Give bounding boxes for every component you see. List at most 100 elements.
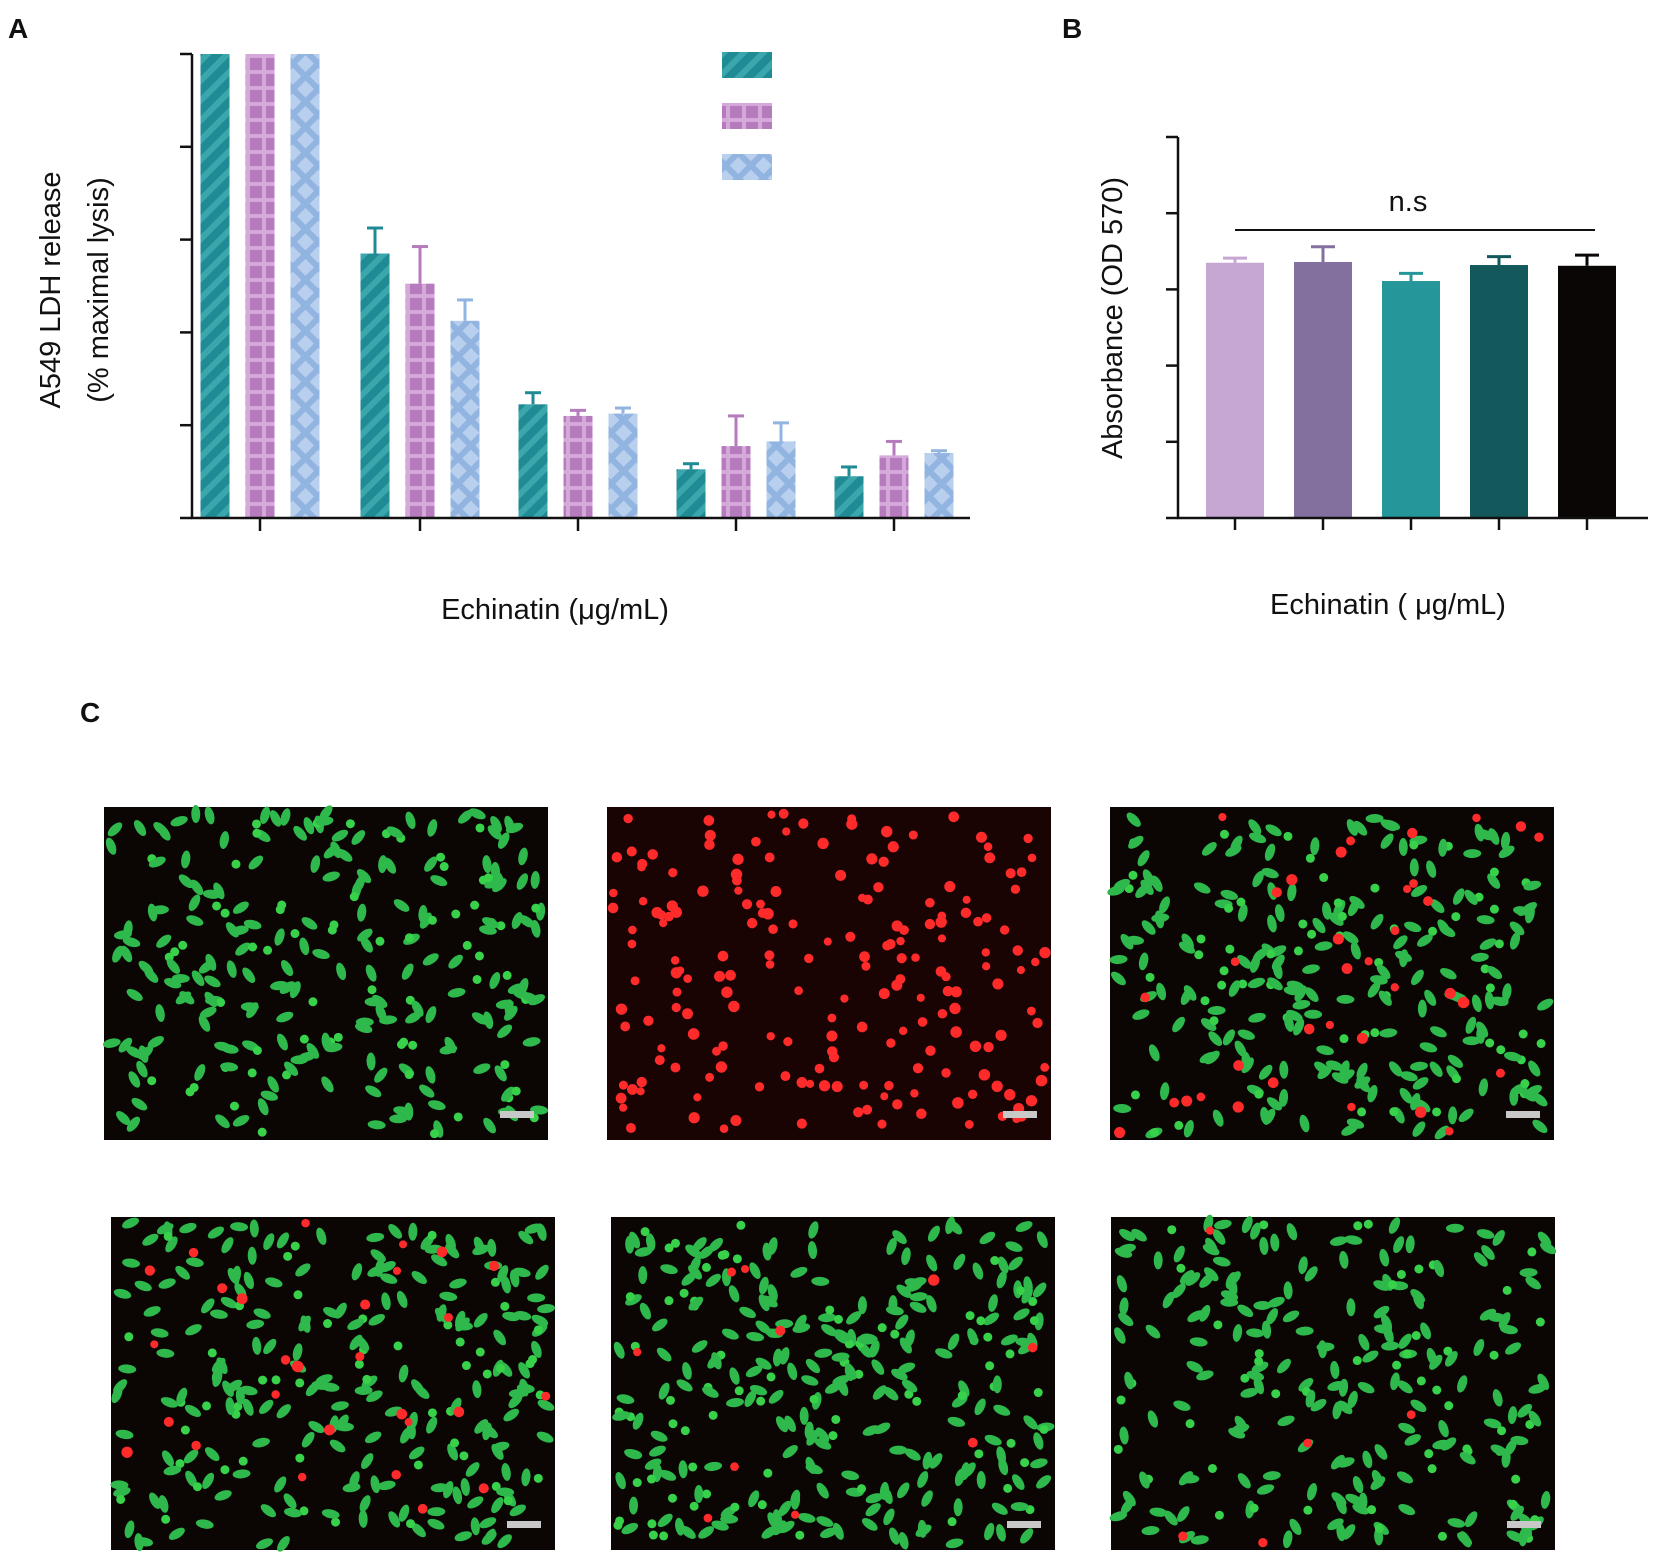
live-cell	[354, 875, 366, 893]
dead-cell	[981, 913, 992, 923]
live-cell	[1141, 920, 1156, 935]
live-cell	[1476, 915, 1495, 925]
live-cell	[639, 1302, 651, 1320]
live-cell	[1458, 1108, 1474, 1123]
dead-cell	[796, 1077, 808, 1088]
live-cell	[1010, 1502, 1029, 1512]
live-cell	[1181, 933, 1194, 950]
live-cell	[289, 981, 301, 999]
live-cell	[156, 1223, 174, 1235]
live-cell	[175, 1459, 185, 1469]
live-cell	[1473, 1252, 1488, 1267]
live-cell	[351, 1263, 363, 1281]
live-cell	[227, 1267, 240, 1285]
live-cell	[717, 1250, 727, 1260]
live-cell	[364, 1431, 382, 1444]
dead-cell	[1403, 884, 1412, 894]
live-cell	[1261, 1320, 1272, 1339]
live-cell	[280, 808, 291, 826]
live-cell	[128, 1071, 141, 1088]
live-cell	[482, 917, 499, 929]
live-cell	[629, 1496, 639, 1515]
live-cell	[831, 1352, 850, 1362]
live-cell	[472, 1380, 482, 1399]
dead-cell	[1178, 1531, 1188, 1541]
live-cell	[664, 1243, 674, 1253]
live-cell	[1373, 1280, 1391, 1291]
live-cell	[898, 1362, 916, 1374]
live-cell	[1013, 1308, 1030, 1321]
dead-cell	[1407, 827, 1418, 839]
live-cell	[479, 1517, 497, 1529]
live-cell	[652, 1318, 668, 1332]
panel-b-ns-label: n.s	[1389, 186, 1428, 218]
live-cell	[1259, 1220, 1269, 1230]
live-cell	[188, 894, 201, 911]
live-cell	[1339, 1250, 1349, 1269]
live-cell	[1342, 1524, 1356, 1540]
live-cell	[1416, 1376, 1426, 1386]
live-cell	[947, 1517, 957, 1527]
live-cell	[221, 1237, 234, 1254]
live-cell	[909, 1301, 927, 1313]
live-cell	[1502, 1285, 1512, 1295]
live-cell	[1234, 1415, 1248, 1432]
live-cell	[427, 915, 437, 925]
live-cell	[1277, 1415, 1295, 1427]
live-cell	[1488, 828, 1500, 845]
live-cell	[496, 921, 506, 931]
dead-cell	[615, 1003, 628, 1015]
live-cell	[247, 1246, 257, 1265]
live-cell	[1337, 911, 1347, 921]
live-cell	[889, 1527, 900, 1545]
dead-cell	[950, 986, 962, 998]
dead-cell	[144, 1265, 155, 1276]
dead-cell	[896, 936, 905, 946]
live-cell	[1139, 1471, 1150, 1489]
live-cell	[366, 1232, 385, 1243]
live-cell	[531, 1340, 542, 1358]
live-cell	[527, 1293, 546, 1303]
live-cell	[1314, 1061, 1330, 1075]
live-cell	[996, 1271, 1007, 1289]
live-cell	[901, 1379, 918, 1393]
dead-cell	[1035, 1074, 1048, 1087]
live-cell	[411, 1271, 427, 1285]
live-cell	[1261, 868, 1279, 879]
live-cell	[1023, 1276, 1033, 1295]
live-cell	[136, 1060, 148, 1078]
live-cell	[347, 1318, 364, 1331]
dead-cell	[1027, 853, 1037, 863]
dead-cell	[814, 1063, 825, 1074]
live-cell	[899, 1337, 912, 1354]
dead-cell	[983, 842, 993, 852]
live-cell	[1528, 1410, 1542, 1427]
dead-cell	[964, 1120, 974, 1129]
live-cell	[232, 1469, 251, 1479]
live-cell	[301, 917, 318, 930]
dead-cell	[626, 846, 637, 857]
live-cell	[530, 1105, 549, 1115]
live-cell	[184, 1404, 201, 1417]
live-cell	[306, 1043, 320, 1059]
live-cell	[365, 964, 377, 982]
live-cell	[521, 1468, 531, 1487]
dead-cell	[704, 839, 715, 851]
live-cell	[688, 1462, 698, 1472]
live-cell	[1237, 1473, 1251, 1489]
dead-cell	[983, 1041, 994, 1053]
live-cell	[1380, 819, 1397, 832]
live-cell	[1149, 1128, 1159, 1138]
live-cell	[1327, 1381, 1345, 1391]
dead-cell	[668, 867, 678, 878]
dead-cell	[672, 987, 682, 997]
live-cell	[1113, 1104, 1132, 1114]
dead-cell	[399, 1240, 408, 1249]
live-cell	[671, 1238, 681, 1248]
live-cell	[1305, 1389, 1316, 1408]
dead-cell	[891, 920, 903, 932]
cell-layer	[102, 805, 549, 1139]
live-cell	[460, 1478, 470, 1496]
live-cell	[518, 915, 535, 928]
live-cell	[1213, 1320, 1223, 1330]
